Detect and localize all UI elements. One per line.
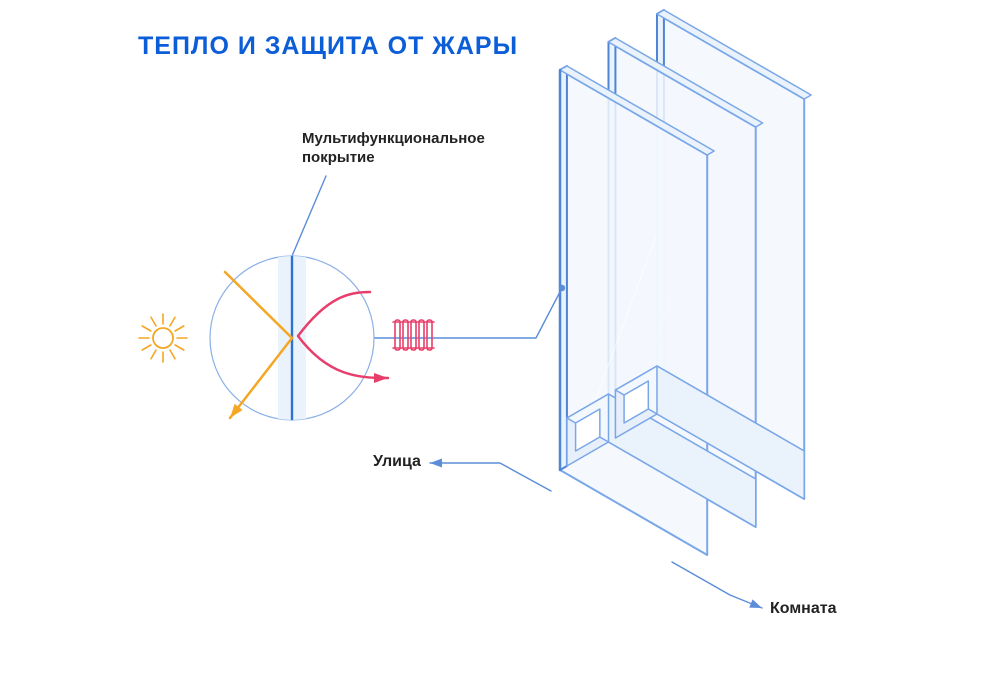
street-label: Улица xyxy=(373,453,421,471)
coating-label-line2: покрытие xyxy=(302,149,485,168)
coating-label: Мультифункциональное покрытие xyxy=(302,130,485,168)
page-title: ТЕПЛО И ЗАЩИТА ОТ ЖАРЫ xyxy=(138,32,518,61)
sun-icon xyxy=(139,314,187,362)
diagram-canvas xyxy=(0,0,1000,675)
room-label: Комната xyxy=(770,600,836,618)
coating-label-line1: Мультифункциональное xyxy=(302,130,485,149)
radiator-icon xyxy=(393,320,434,350)
